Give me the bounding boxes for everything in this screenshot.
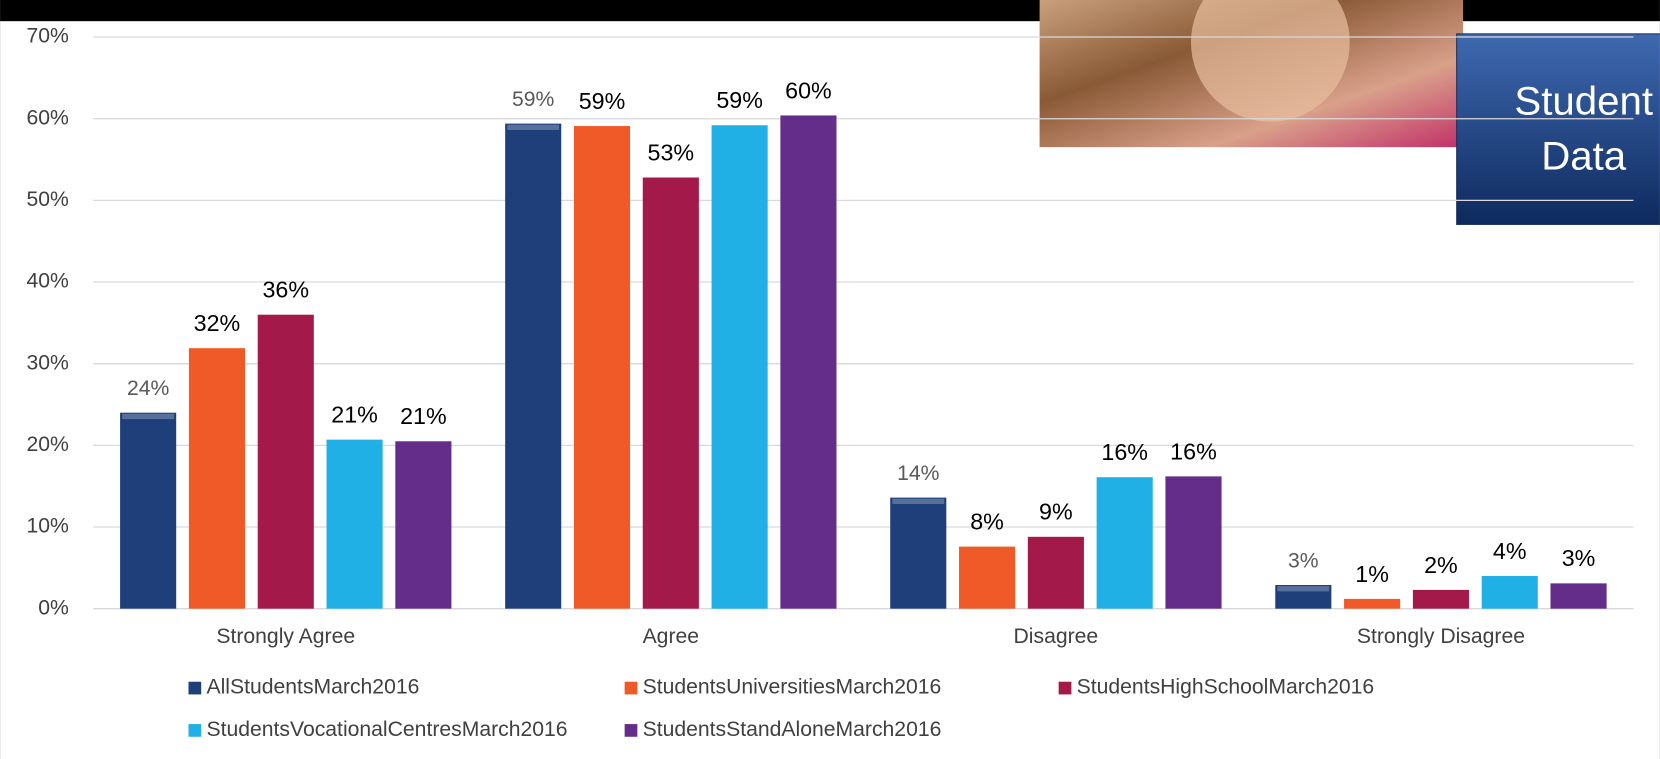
- value-label: 21%: [400, 403, 447, 429]
- bar: [188, 348, 246, 609]
- y-tick-label: 40%: [27, 270, 70, 293]
- banner-box: [1456, 33, 1660, 225]
- bar: [1481, 576, 1538, 609]
- bar: [1275, 585, 1332, 609]
- bar: [1344, 598, 1401, 609]
- legend-label: AllStudentsMarch2016: [206, 676, 419, 699]
- value-label: 53%: [648, 139, 695, 165]
- value-label: 14%: [897, 462, 940, 485]
- y-tick-label: 30%: [27, 351, 70, 374]
- bar-highlight: [892, 498, 945, 504]
- bar: [257, 314, 314, 609]
- value-label: 3%: [1288, 549, 1319, 572]
- y-tick-label: 10%: [27, 515, 70, 538]
- photo-face: [1190, 0, 1350, 122]
- y-tick-label: 70%: [27, 25, 70, 48]
- x-tick-label: Agree: [643, 625, 699, 648]
- banner-line: Student: [1514, 78, 1653, 123]
- bar: [505, 123, 562, 609]
- y-tick-label: 0%: [38, 596, 69, 619]
- legend-swatch: [624, 681, 638, 695]
- value-label: 60%: [785, 77, 832, 103]
- value-label: 36%: [262, 277, 309, 303]
- bar: [1096, 477, 1153, 609]
- legend-label: StudentsHighSchoolMarch2016: [1077, 676, 1375, 699]
- value-label: 2%: [1424, 552, 1458, 578]
- bar: [711, 125, 768, 609]
- x-tick-label: Strongly Agree: [216, 625, 355, 648]
- bar: [395, 441, 452, 609]
- bar: [326, 439, 383, 609]
- value-label: 59%: [716, 87, 763, 113]
- bar: [890, 497, 947, 609]
- legend-label: StudentsVocationalCentresMarch2016: [206, 718, 567, 741]
- value-label: 16%: [1170, 438, 1217, 464]
- y-tick-label: 20%: [27, 433, 70, 456]
- value-label: 21%: [331, 402, 378, 428]
- value-label: 32%: [194, 310, 241, 336]
- bar: [642, 177, 699, 609]
- y-tick-label: 50%: [27, 188, 70, 211]
- bar: [1027, 536, 1084, 609]
- bar: [120, 412, 177, 609]
- value-label: 1%: [1355, 561, 1389, 587]
- legend-label: StudentsUniversitiesMarch2016: [643, 676, 942, 699]
- bar: [1165, 476, 1222, 609]
- legend-swatch: [188, 724, 202, 737]
- bar-highlight: [1277, 586, 1330, 592]
- value-label: 59%: [579, 88, 626, 114]
- value-label: 8%: [970, 508, 1004, 534]
- bar: [1412, 589, 1469, 609]
- value-label: 3%: [1562, 545, 1596, 571]
- legend-swatch: [624, 724, 638, 737]
- bar-highlight: [122, 413, 175, 420]
- value-label: 59%: [512, 88, 555, 111]
- bar: [573, 126, 631, 609]
- bar: [959, 546, 1016, 609]
- y-tick-label: 60%: [27, 106, 70, 129]
- legend-swatch: [1058, 681, 1072, 695]
- bar-highlight: [507, 124, 560, 130]
- value-label: 9%: [1039, 499, 1073, 525]
- banner-line: Data: [1541, 133, 1627, 178]
- legend-swatch: [188, 681, 202, 695]
- value-label: 16%: [1101, 439, 1148, 465]
- bar: [1550, 583, 1607, 609]
- legend-label: StudentsStandAloneMarch2016: [643, 718, 942, 741]
- x-tick-label: Disagree: [1014, 625, 1099, 648]
- value-label: 24%: [127, 377, 170, 400]
- x-tick-label: Strongly Disagree: [1357, 625, 1525, 648]
- value-label: 4%: [1493, 538, 1527, 564]
- bar: [780, 115, 837, 609]
